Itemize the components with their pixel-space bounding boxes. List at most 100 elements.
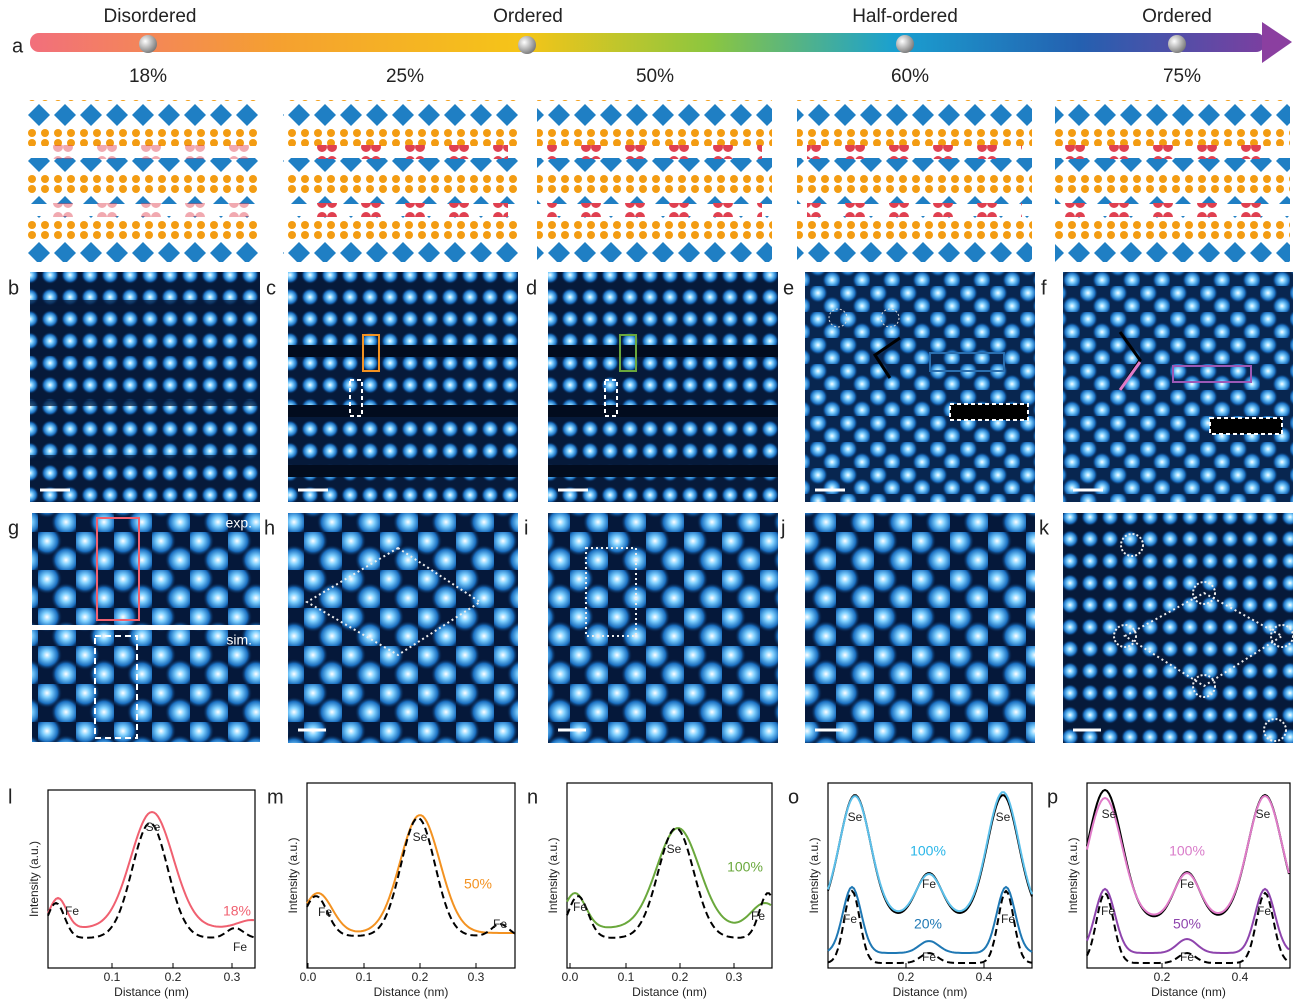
x-axis-label: Distance (nm) [114, 985, 189, 999]
fraction: 25% [386, 66, 424, 87]
atom-layer [797, 100, 1032, 146]
panel-label: o [788, 786, 799, 808]
box [1210, 418, 1282, 434]
panel-label: n [527, 786, 538, 808]
x-axis-label: Distance (nm) [374, 985, 449, 999]
x-tick-label: 0.2 [672, 970, 689, 984]
annotation: Fe [922, 950, 936, 964]
annotation: Fe [233, 940, 247, 954]
intercalant-row [1065, 145, 1280, 159]
annotation: Fe [1101, 904, 1115, 918]
annotation: Se [667, 842, 682, 856]
annotation: 18% [223, 903, 251, 919]
annotation: Se [996, 810, 1011, 824]
dark-stripe [30, 350, 260, 356]
intercalant-row [35, 145, 250, 159]
atom-layer [1055, 100, 1290, 146]
x-tick-label: 0.3 [224, 970, 241, 984]
phase-label: Ordered [1142, 6, 1212, 27]
plot-frame [48, 790, 255, 968]
dark-stripe [288, 405, 518, 417]
atom-layer [1055, 216, 1290, 262]
annotation: 100% [910, 843, 946, 859]
annotation: Fe [751, 909, 765, 923]
annotation: Fe [1257, 904, 1271, 918]
figure: a Disordered Ordered Half-ordered Ordere… [0, 0, 1295, 1003]
panel-label: g [8, 517, 19, 539]
annotation: Fe [573, 900, 587, 914]
x-tick-label: 0.0 [300, 970, 317, 984]
panel-label: p [1047, 786, 1058, 808]
atom-layer [283, 100, 518, 146]
x-tick-label: 0.0 [562, 970, 579, 984]
y-axis-label: Intensity (a.u.) [807, 837, 821, 913]
annotation: 50% [1173, 916, 1201, 932]
atom-layer [25, 100, 260, 146]
intercalant-row [35, 203, 250, 217]
dark-stripe [548, 465, 778, 477]
atom-layer [537, 216, 772, 262]
x-axis-label: Distance (nm) [632, 985, 707, 999]
stem-image [548, 513, 778, 743]
annotation: Se [413, 830, 428, 844]
annotation: Fe [1180, 950, 1194, 964]
x-tick-label: 0.2 [412, 970, 429, 984]
intercalant-row [547, 145, 762, 159]
stem-image [805, 272, 1035, 502]
atom-layer [537, 100, 772, 146]
ball [518, 36, 536, 54]
atom-layer [283, 216, 518, 262]
panel-label: a [12, 35, 24, 57]
x-tick-label: 0.3 [468, 970, 485, 984]
annotation: Fe [493, 917, 507, 931]
annotation: Fe [843, 912, 857, 926]
phase-label: Disordered [104, 6, 197, 27]
panel-label: m [267, 786, 284, 808]
dark-stripe [30, 400, 260, 406]
y-axis-label: Intensity (a.u.) [1066, 837, 1080, 913]
fraction: 18% [129, 66, 167, 87]
panel-label: k [1039, 517, 1050, 539]
y-axis-label: Intensity (a.u.) [27, 841, 41, 917]
plot-frame [567, 783, 772, 968]
profile-curve [48, 823, 254, 938]
intercalant-row [547, 203, 762, 217]
y-axis-label: Intensity (a.u.) [286, 837, 300, 913]
x-tick-label: 0.3 [726, 970, 743, 984]
stem-image [1063, 272, 1293, 502]
fraction: 75% [1163, 66, 1201, 87]
annotation: 50% [464, 876, 492, 892]
annotation: Se [146, 820, 161, 834]
annotation: Fe [1180, 877, 1194, 891]
annotation: Fe [1001, 912, 1015, 926]
x-axis-label: Distance (nm) [893, 985, 968, 999]
panel-label: j [780, 517, 785, 539]
annotation: Fe [65, 904, 79, 918]
ball [1168, 35, 1186, 53]
stem-image [288, 513, 518, 743]
arrow-head [1262, 22, 1292, 63]
dark-stripe [548, 345, 778, 357]
annotation: 100% [727, 859, 763, 875]
x-tick-label: 0.2 [898, 970, 915, 984]
atom-layer [537, 158, 772, 204]
atom-layer [1055, 158, 1290, 204]
intercalant-row [293, 203, 508, 217]
x-tick-label: 0.1 [104, 970, 121, 984]
stem-image [30, 272, 260, 502]
dark-stripe [30, 455, 260, 461]
intercalant-row [1065, 203, 1280, 217]
atom-layer [25, 158, 260, 204]
x-tick-label: 0.4 [976, 970, 993, 984]
atom-layer [283, 158, 518, 204]
x-tick-label: 0.2 [165, 970, 182, 984]
intercalant-row [293, 145, 508, 159]
stem-image [1063, 513, 1293, 743]
y-axis-label: Intensity (a.u.) [546, 837, 560, 913]
ball [896, 35, 914, 53]
atom-layer [797, 216, 1032, 262]
fraction: 50% [636, 66, 674, 87]
ball [139, 35, 157, 53]
dark-stripe [288, 345, 518, 357]
dark-stripe [548, 405, 778, 417]
